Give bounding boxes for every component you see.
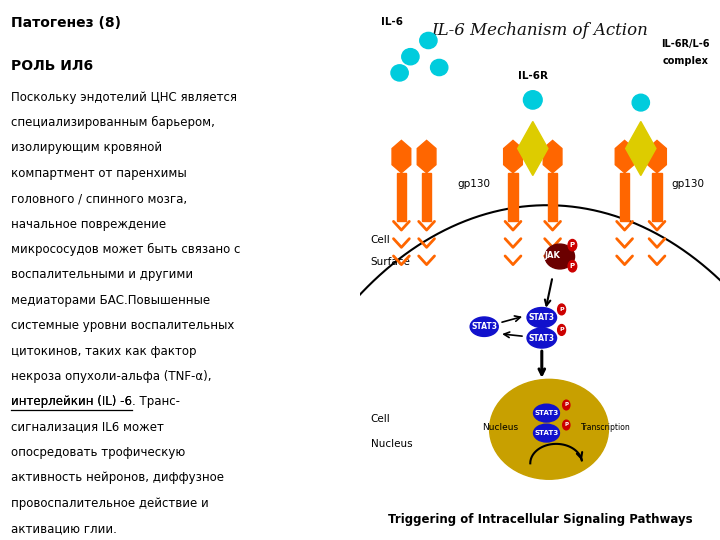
Ellipse shape — [534, 404, 559, 422]
Text: P: P — [564, 402, 568, 408]
Ellipse shape — [632, 94, 649, 111]
Text: IL-6R: IL-6R — [518, 71, 548, 81]
Ellipse shape — [557, 304, 566, 315]
Text: Transcription: Transcription — [582, 423, 631, 432]
Text: некроза опухоли-альфа (TNF-α),: некроза опухоли-альфа (TNF-α), — [11, 370, 211, 383]
Text: P: P — [570, 242, 575, 248]
Text: начальное повреждение: начальное повреждение — [11, 218, 166, 231]
Text: Патогенез (8): Патогенез (8) — [11, 16, 121, 30]
Ellipse shape — [568, 240, 577, 251]
Bar — [652, 173, 662, 221]
Text: IL-6R/L-6: IL-6R/L-6 — [662, 38, 710, 49]
Ellipse shape — [470, 317, 498, 336]
Text: воспалительными и другими: воспалительными и другими — [11, 268, 193, 281]
Text: gp130: gp130 — [672, 179, 704, 188]
Bar — [548, 173, 557, 221]
Ellipse shape — [527, 307, 557, 327]
Text: специализированным барьером,: специализированным барьером, — [11, 116, 215, 129]
Bar — [422, 173, 431, 221]
Text: P: P — [564, 422, 568, 428]
Text: STAT3: STAT3 — [528, 334, 555, 342]
Text: РОЛЬ ИЛ6: РОЛЬ ИЛ6 — [11, 59, 93, 73]
Text: STAT3: STAT3 — [534, 410, 559, 416]
Ellipse shape — [557, 325, 566, 335]
Text: головного / спинного мозга,: головного / спинного мозга, — [11, 192, 187, 205]
Text: микрососудов может быть связано с: микрососудов может быть связано с — [11, 243, 240, 256]
Ellipse shape — [527, 328, 557, 348]
Text: системные уровни воспалительных: системные уровни воспалительных — [11, 319, 234, 332]
Text: complex: complex — [663, 56, 708, 66]
Polygon shape — [626, 122, 656, 176]
Text: STAT3: STAT3 — [528, 313, 555, 322]
Text: сигнализация IL6 может: сигнализация IL6 может — [11, 421, 163, 434]
Ellipse shape — [523, 91, 542, 109]
Bar — [620, 173, 629, 221]
Text: IL-6 Mechanism of Action: IL-6 Mechanism of Action — [431, 22, 649, 38]
Text: интерлейкин (IL) -6. Транс-: интерлейкин (IL) -6. Транс- — [11, 395, 180, 408]
Text: Triggering of Intracellular Signaling Pathways: Triggering of Intracellular Signaling Pa… — [387, 514, 693, 526]
Ellipse shape — [563, 420, 570, 430]
Text: P: P — [570, 263, 575, 269]
Text: опосредовать трофическую: опосредовать трофическую — [11, 446, 185, 459]
Text: P: P — [559, 307, 564, 312]
Text: Cell: Cell — [371, 414, 390, 423]
Text: Surface: Surface — [371, 257, 410, 267]
Ellipse shape — [545, 244, 575, 269]
Text: активность нейронов, диффузное: активность нейронов, диффузное — [11, 471, 224, 484]
Ellipse shape — [420, 32, 437, 49]
Ellipse shape — [568, 260, 577, 272]
Text: Nucleus: Nucleus — [482, 423, 518, 432]
Text: Cell: Cell — [371, 235, 390, 245]
Text: STAT3: STAT3 — [534, 430, 559, 436]
Ellipse shape — [563, 400, 570, 410]
Ellipse shape — [431, 59, 448, 76]
Text: Nucleus: Nucleus — [371, 439, 413, 449]
Text: Поскольку эндотелий ЦНС является: Поскольку эндотелий ЦНС является — [11, 91, 237, 104]
Text: интерлейкин (IL) -6: интерлейкин (IL) -6 — [11, 395, 132, 408]
Polygon shape — [518, 122, 548, 176]
Text: активацию глии.: активацию глии. — [11, 522, 117, 535]
Text: STAT3: STAT3 — [471, 322, 498, 331]
Text: JAK: JAK — [544, 251, 561, 260]
Bar — [397, 173, 406, 221]
Text: изолирующим кровяной: изолирующим кровяной — [11, 141, 162, 154]
Text: gp130: gp130 — [457, 179, 490, 188]
Text: компартмент от паренхимы: компартмент от паренхимы — [11, 167, 186, 180]
Text: P: P — [559, 327, 564, 333]
Bar — [508, 173, 518, 221]
Ellipse shape — [402, 49, 419, 65]
Ellipse shape — [534, 424, 559, 442]
Text: IL-6: IL-6 — [382, 17, 403, 27]
Text: цитокинов, таких как фактор: цитокинов, таких как фактор — [11, 345, 197, 357]
Text: медиаторами БАС.Повышенные: медиаторами БАС.Повышенные — [11, 294, 210, 307]
Ellipse shape — [391, 65, 408, 81]
Text: провоспалительное действие и: провоспалительное действие и — [11, 497, 209, 510]
Ellipse shape — [490, 379, 608, 480]
